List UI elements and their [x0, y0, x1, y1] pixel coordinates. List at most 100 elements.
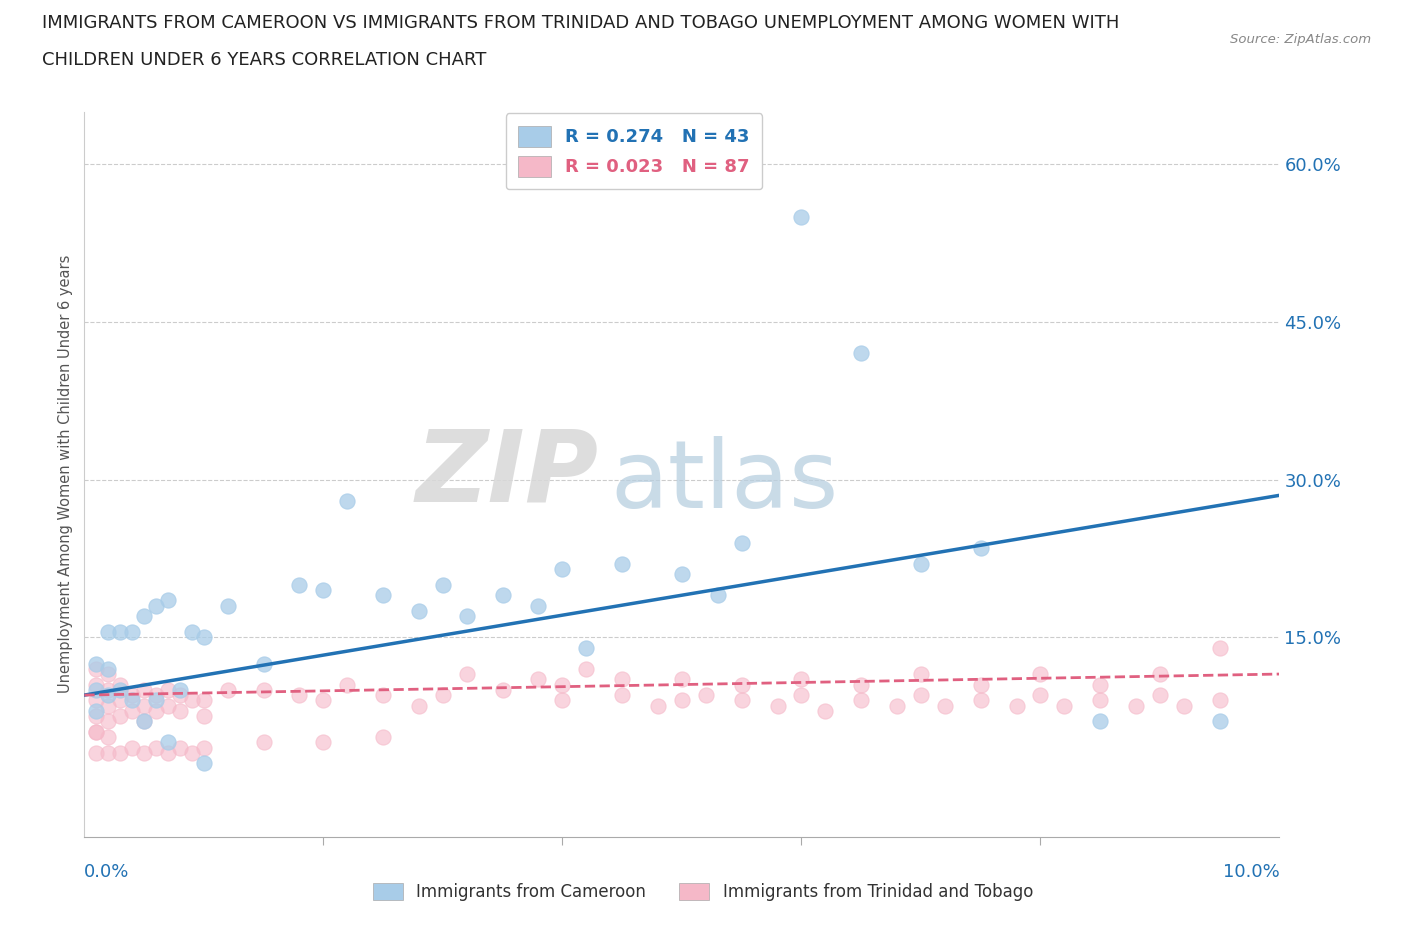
Point	[1125, 698, 1147, 713]
Point	[132, 714, 156, 729]
Point	[97, 730, 120, 745]
Point	[169, 683, 191, 698]
Text: ZIP: ZIP	[415, 426, 599, 523]
Point	[312, 582, 335, 597]
Point	[86, 656, 108, 671]
Point	[86, 661, 108, 676]
Point	[253, 656, 276, 671]
Point	[910, 667, 932, 682]
Point	[193, 693, 215, 708]
Point	[288, 687, 311, 702]
Point	[132, 609, 156, 624]
Text: 0.0%: 0.0%	[84, 863, 129, 882]
Point	[695, 687, 717, 702]
Point	[312, 693, 335, 708]
Text: atlas: atlas	[610, 435, 838, 527]
Point	[814, 703, 837, 718]
Point	[110, 746, 132, 761]
Text: Source: ZipAtlas.com: Source: ZipAtlas.com	[1230, 33, 1371, 46]
Point	[97, 661, 120, 676]
Point	[1029, 687, 1052, 702]
Point	[110, 693, 132, 708]
Point	[671, 693, 693, 708]
Point	[181, 746, 204, 761]
Legend: R = 0.274   N = 43, R = 0.023   N = 87: R = 0.274 N = 43, R = 0.023 N = 87	[506, 113, 762, 190]
Point	[181, 625, 204, 640]
Point	[731, 535, 754, 550]
Point	[312, 735, 335, 750]
Point	[169, 687, 191, 702]
Legend: Immigrants from Cameroon, Immigrants from Trinidad and Tobago: Immigrants from Cameroon, Immigrants fro…	[366, 876, 1040, 908]
Point	[110, 625, 132, 640]
Point	[132, 714, 156, 729]
Point	[157, 698, 180, 713]
Point	[145, 687, 167, 702]
Point	[121, 693, 143, 708]
Point	[432, 578, 454, 592]
Point	[86, 724, 108, 739]
Text: 10.0%: 10.0%	[1223, 863, 1279, 882]
Point	[970, 677, 993, 692]
Point	[373, 687, 395, 702]
Point	[121, 740, 143, 755]
Point	[97, 687, 120, 702]
Point	[886, 698, 908, 713]
Point	[132, 746, 156, 761]
Point	[790, 687, 813, 702]
Point	[86, 693, 108, 708]
Point	[86, 683, 108, 698]
Point	[373, 588, 395, 603]
Point	[1029, 667, 1052, 682]
Point	[193, 756, 215, 771]
Point	[647, 698, 669, 713]
Point	[456, 667, 478, 682]
Y-axis label: Unemployment Among Women with Children Under 6 years: Unemployment Among Women with Children U…	[58, 255, 73, 694]
Point	[1090, 693, 1112, 708]
Point	[1209, 641, 1232, 656]
Point	[86, 724, 108, 739]
Point	[217, 683, 239, 698]
Point	[1090, 714, 1112, 729]
Point	[671, 566, 693, 581]
Point	[132, 683, 156, 698]
Point	[373, 730, 395, 745]
Point	[169, 703, 191, 718]
Point	[97, 625, 120, 640]
Point	[86, 746, 108, 761]
Point	[551, 677, 574, 692]
Point	[851, 677, 873, 692]
Point	[193, 709, 215, 724]
Point	[671, 671, 693, 686]
Text: IMMIGRANTS FROM CAMEROON VS IMMIGRANTS FROM TRINIDAD AND TOBAGO UNEMPLOYMENT AMO: IMMIGRANTS FROM CAMEROON VS IMMIGRANTS F…	[42, 14, 1119, 32]
Text: CHILDREN UNDER 6 YEARS CORRELATION CHART: CHILDREN UNDER 6 YEARS CORRELATION CHART	[42, 51, 486, 69]
Point	[145, 703, 167, 718]
Point	[253, 683, 276, 698]
Point	[707, 588, 730, 603]
Point	[851, 346, 873, 361]
Point	[97, 683, 120, 698]
Point	[217, 598, 239, 613]
Point	[157, 593, 180, 608]
Point	[1149, 667, 1171, 682]
Point	[110, 709, 132, 724]
Point	[1053, 698, 1076, 713]
Point	[121, 703, 143, 718]
Point	[86, 677, 108, 692]
Point	[336, 677, 359, 692]
Point	[790, 209, 813, 224]
Point	[181, 693, 204, 708]
Point	[1209, 693, 1232, 708]
Point	[934, 698, 956, 713]
Point	[970, 693, 993, 708]
Point	[1209, 714, 1232, 729]
Point	[253, 735, 276, 750]
Point	[157, 746, 180, 761]
Point	[169, 740, 191, 755]
Point	[97, 746, 120, 761]
Point	[157, 735, 180, 750]
Point	[97, 698, 120, 713]
Point	[492, 683, 515, 698]
Point	[408, 604, 430, 618]
Point	[575, 661, 598, 676]
Point	[731, 677, 754, 692]
